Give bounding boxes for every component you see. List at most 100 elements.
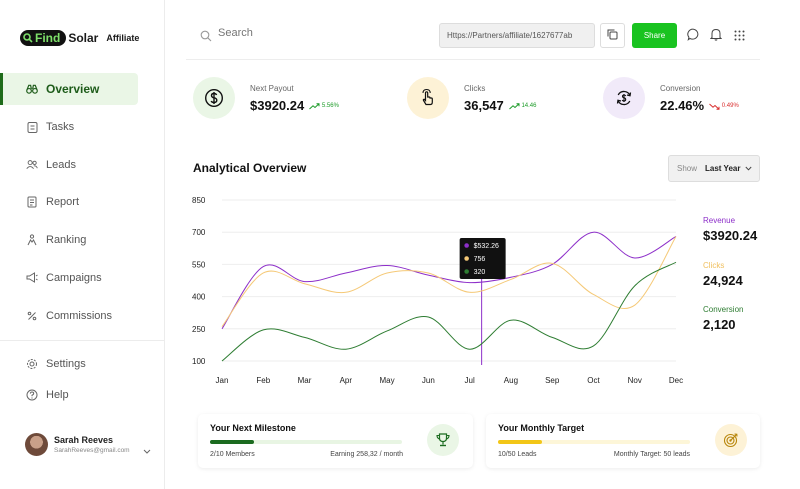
stat-label: Next Payout	[250, 83, 294, 93]
sidebar-item-help[interactable]: Help	[0, 379, 165, 410]
gear-icon	[26, 358, 38, 370]
series-line-revenue	[221, 231, 677, 330]
stat-clicks: Clicks 36,547 14.46	[407, 77, 536, 119]
tooltip-value: 320	[474, 269, 486, 276]
logo-tag: Affiliate	[106, 33, 140, 43]
sidebar-nav: Overview Tasks Leads Report Ranking Camp…	[0, 73, 165, 338]
stat-value: $3920.24	[250, 97, 305, 113]
milestone-card[interactable]: Your Next Milestone 2/10 Members Earning…	[198, 414, 473, 468]
progress-track	[498, 440, 690, 444]
search-icon	[200, 29, 212, 47]
section-title: Analytical Overview	[193, 161, 307, 175]
logo[interactable]: Find Solar Affiliate	[20, 30, 139, 46]
legend-name: Revenue	[703, 216, 736, 225]
x-tick-label: Sep	[545, 376, 560, 385]
clipboard-icon	[26, 121, 38, 133]
legend-conversion: Conversion 2,120	[703, 305, 743, 332]
sidebar: Find Solar Affiliate Overview Tasks Lead…	[0, 0, 165, 489]
sidebar-item-label: Commissions	[46, 309, 113, 322]
share-button[interactable]: Share	[632, 23, 677, 48]
x-tick-label: Dec	[669, 376, 683, 385]
chat-icon[interactable]	[687, 28, 700, 46]
tooltip-box	[459, 238, 506, 279]
convert-dollar-icon	[603, 77, 645, 119]
sidebar-item-overview[interactable]: Overview	[0, 73, 138, 105]
legend-name: Conversion	[703, 305, 744, 314]
x-tick-label: Nov	[628, 376, 642, 385]
card-title: Your Monthly Target	[498, 423, 585, 433]
legend-value: 24,924	[703, 273, 743, 288]
logo-solar: Solar	[68, 31, 99, 45]
dollar-icon	[193, 77, 235, 119]
y-tick-label: 400	[192, 293, 206, 302]
x-tick-label: Jun	[422, 376, 435, 385]
topbar: Https://Partners/affiliate/1627677ab Sha…	[186, 20, 760, 60]
help-icon	[26, 389, 38, 401]
sidebar-item-commissions[interactable]: Commissions	[0, 300, 165, 332]
tooltip-value: 756	[474, 256, 486, 263]
stat-label: Clicks	[464, 83, 486, 93]
x-tick-label: May	[380, 376, 395, 385]
logo-search-icon	[23, 33, 33, 43]
stat-next-payout: Next Payout $3920.24 5.56%	[193, 77, 339, 119]
y-tick-label: 550	[192, 260, 206, 269]
stat-label: Conversion	[660, 83, 701, 93]
x-tick-label: Jan	[216, 376, 229, 385]
legend-name: Clicks	[703, 261, 725, 270]
profile-email: SarahReeves@gmail.com	[54, 447, 130, 454]
profile-text: Sarah Reeves SarahReeves@gmail.com	[54, 435, 130, 454]
sidebar-item-leads[interactable]: Leads	[0, 149, 165, 181]
legend-revenue: Revenue $3920.24	[703, 216, 757, 243]
trend-up-icon	[309, 102, 320, 109]
copy-button[interactable]	[600, 23, 625, 48]
apps-grid-icon[interactable]	[734, 28, 745, 46]
card-right-text: Earning 258,32 / month	[330, 451, 403, 458]
trophy-icon	[427, 424, 459, 456]
sidebar-item-report[interactable]: Report	[0, 186, 165, 218]
copy-icon	[607, 27, 618, 45]
bell-icon[interactable]	[709, 28, 723, 46]
monthly-target-card[interactable]: Your Monthly Target 10/50 Leads Monthly …	[486, 414, 760, 468]
trend-down-icon	[709, 103, 720, 110]
affiliate-url-field[interactable]: Https://Partners/affiliate/1627677ab	[439, 23, 595, 48]
document-icon	[26, 196, 38, 208]
card-left-text: 10/50 Leads	[498, 451, 537, 458]
user-profile[interactable]: Sarah Reeves SarahReeves@gmail.com	[25, 433, 155, 456]
tooltip-dot	[464, 256, 469, 261]
sidebar-item-ranking[interactable]: Ranking	[0, 224, 165, 256]
stat-trend: 5.56%	[309, 102, 339, 110]
x-tick-label: Feb	[256, 376, 270, 385]
y-tick-label: 850	[192, 196, 206, 205]
sidebar-item-settings[interactable]: Settings	[0, 348, 165, 379]
sidebar-bottom-nav: Settings Help	[0, 348, 165, 410]
tooltip-value: $532.26	[474, 243, 499, 250]
sidebar-item-campaigns[interactable]: Campaigns	[0, 262, 165, 294]
search-input[interactable]	[218, 27, 418, 39]
logo-mark: Find	[20, 30, 67, 46]
sidebar-item-label: Leads	[46, 158, 76, 171]
tooltip-dot	[464, 243, 469, 248]
analytics-chart[interactable]: 100 250 400 550 700 850 Jan Feb Mar Apr May Jun Jul A…	[186, 190, 686, 390]
megaphone-icon	[26, 272, 38, 284]
stat-value: 22.46%	[660, 97, 705, 113]
x-tick-label: Apr	[340, 376, 353, 385]
legend-value: 2,120	[703, 317, 736, 332]
stat-trend: 0.49%	[709, 103, 739, 110]
click-hand-icon	[407, 77, 449, 119]
legend-clicks: Clicks 24,924	[703, 261, 743, 288]
x-tick-label: Oct	[587, 376, 600, 385]
sidebar-item-label: Settings	[46, 357, 86, 370]
card-right-text: Monthly Target: 50 leads	[613, 451, 690, 458]
logo-find: Find	[35, 31, 61, 45]
progress-fill	[210, 440, 255, 444]
sidebar-item-label: Help	[46, 388, 69, 401]
chevron-down-icon[interactable]	[143, 441, 151, 459]
range-dropdown[interactable]: Show Last Year	[668, 155, 760, 182]
series-line-clicks	[221, 236, 677, 327]
y-tick-label: 250	[192, 325, 206, 334]
stat-trend: 14.46	[508, 102, 536, 110]
target-icon	[715, 424, 747, 456]
sidebar-item-tasks[interactable]: Tasks	[0, 111, 165, 143]
ranking-icon	[26, 234, 38, 246]
